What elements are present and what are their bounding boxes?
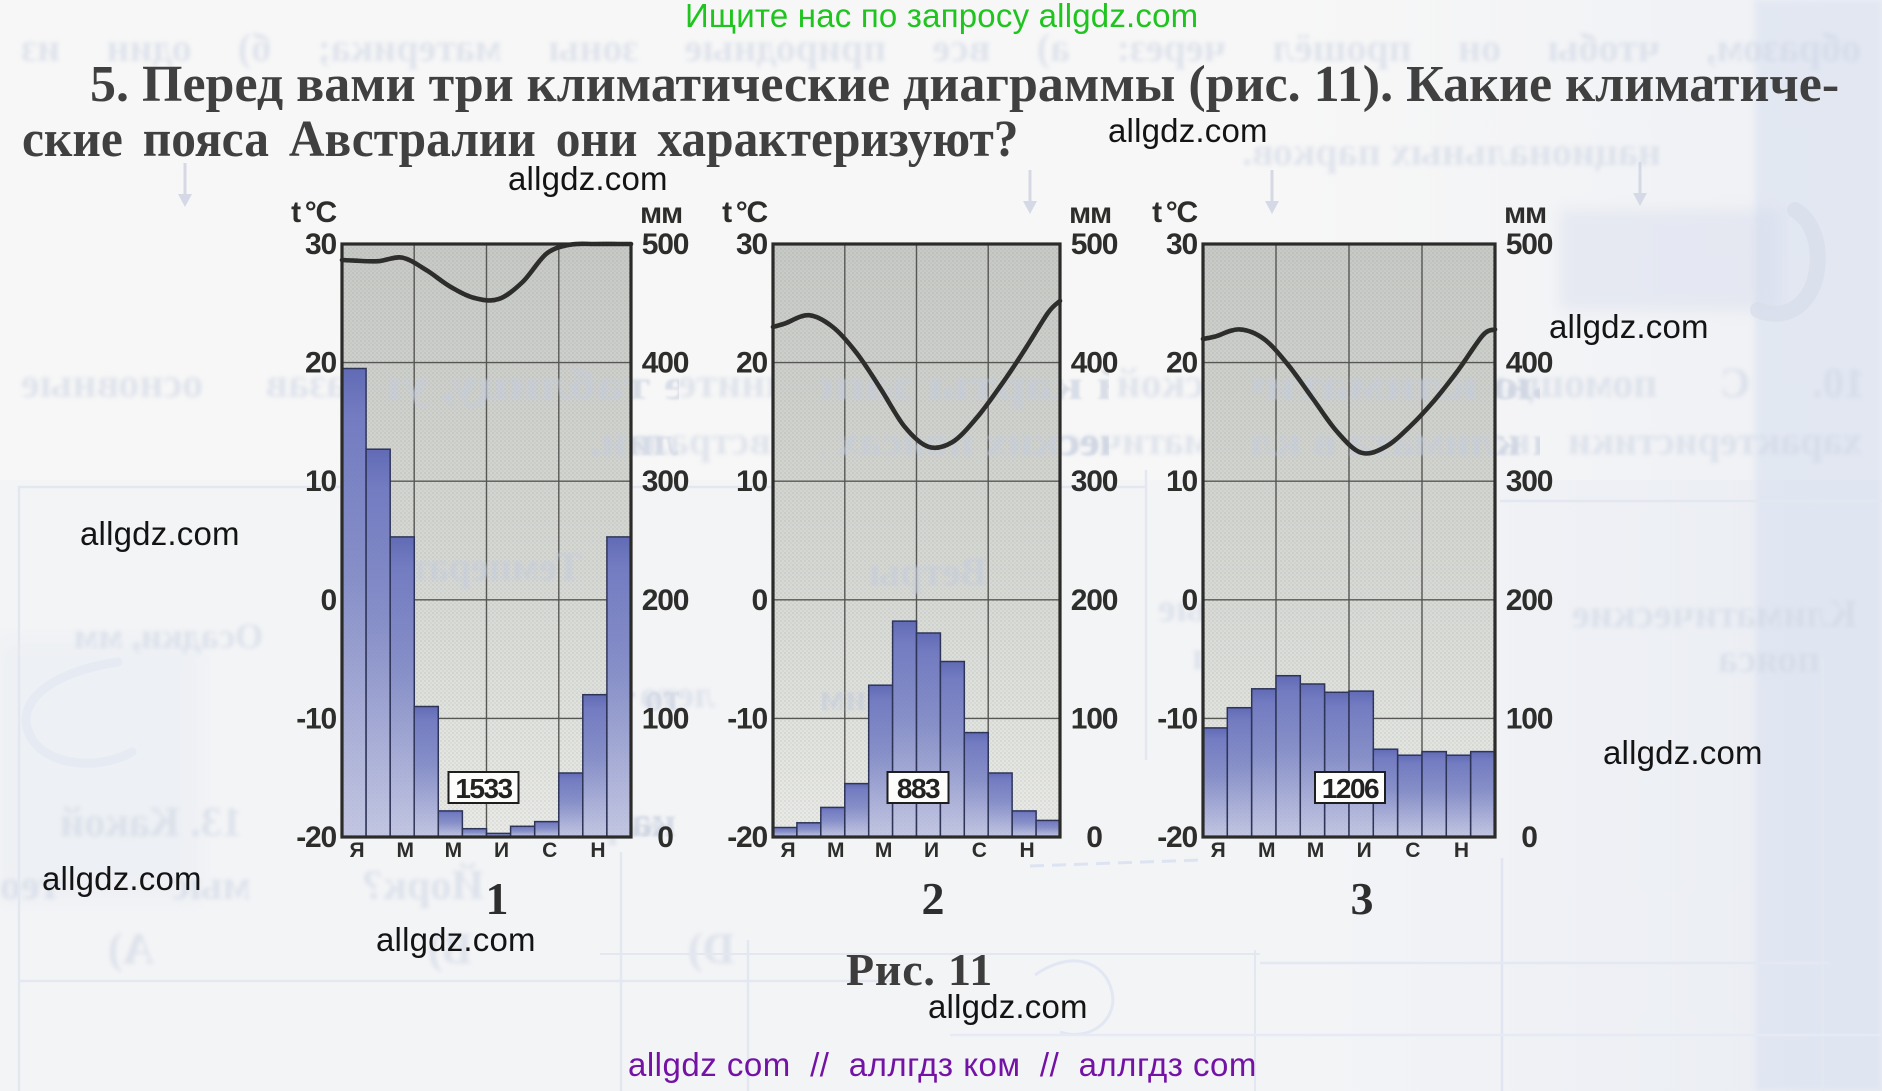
- svg-text:100: 100: [642, 702, 689, 735]
- svg-text:1206: 1206: [1322, 773, 1379, 804]
- svg-text:0: 0: [1521, 821, 1537, 854]
- svg-text:Н: Н: [1454, 839, 1469, 862]
- svg-text:300: 300: [1506, 465, 1553, 498]
- svg-text:10: 10: [1166, 465, 1197, 498]
- svg-text:Н: Н: [590, 839, 605, 862]
- svg-text:200: 200: [1071, 584, 1118, 617]
- svg-text:30: 30: [1166, 228, 1197, 261]
- svg-text:С: С: [972, 839, 987, 862]
- svg-text:0: 0: [321, 584, 337, 617]
- svg-text:М: М: [1307, 839, 1325, 862]
- svg-text:200: 200: [1506, 584, 1553, 617]
- svg-text:Я: Я: [1211, 839, 1226, 862]
- svg-text:3: 3: [1351, 873, 1374, 924]
- svg-text:20: 20: [305, 347, 336, 380]
- svg-text:400: 400: [1071, 347, 1118, 380]
- svg-text:И: И: [494, 839, 509, 862]
- svg-text:300: 300: [1071, 465, 1118, 498]
- svg-text:t °C: t °C: [722, 196, 767, 229]
- svg-text:мм: мм: [640, 197, 682, 230]
- svg-text:0: 0: [1182, 584, 1198, 617]
- svg-text:С: С: [542, 839, 557, 862]
- svg-text:мм: мм: [1069, 197, 1111, 230]
- svg-text:0: 0: [752, 584, 768, 617]
- svg-text:М: М: [1258, 839, 1276, 862]
- svg-text:-20: -20: [1157, 821, 1197, 854]
- svg-text:500: 500: [1071, 228, 1118, 261]
- svg-text:20: 20: [1166, 347, 1197, 380]
- svg-text:t °C: t °C: [291, 196, 336, 229]
- svg-text:t °C: t °C: [1152, 196, 1197, 229]
- svg-text:10: 10: [305, 465, 336, 498]
- svg-text:0: 0: [657, 821, 673, 854]
- svg-text:С: С: [1405, 839, 1420, 862]
- svg-text:500: 500: [1506, 228, 1553, 261]
- svg-text:30: 30: [305, 228, 336, 261]
- svg-text:мм: мм: [1504, 197, 1546, 230]
- svg-text:Я: Я: [780, 839, 795, 862]
- svg-text:И: И: [924, 839, 939, 862]
- svg-text:100: 100: [1506, 702, 1553, 735]
- svg-text:М: М: [396, 839, 414, 862]
- svg-text:500: 500: [642, 228, 689, 261]
- svg-text:-10: -10: [296, 702, 336, 735]
- svg-text:М: М: [827, 839, 845, 862]
- svg-text:400: 400: [642, 347, 689, 380]
- svg-text:400: 400: [1506, 347, 1553, 380]
- svg-text:1533: 1533: [455, 773, 512, 804]
- svg-text:Я: Я: [349, 839, 364, 862]
- svg-text:М: М: [875, 839, 893, 862]
- svg-text:-10: -10: [1157, 702, 1197, 735]
- svg-text:0: 0: [1086, 821, 1102, 854]
- svg-text:300: 300: [642, 465, 689, 498]
- svg-text:М: М: [445, 839, 463, 862]
- svg-text:1: 1: [486, 873, 509, 924]
- svg-text:2: 2: [922, 873, 945, 924]
- svg-text:-10: -10: [727, 702, 767, 735]
- svg-text:883: 883: [897, 773, 940, 804]
- svg-text:-20: -20: [296, 821, 336, 854]
- svg-text:-20: -20: [727, 821, 767, 854]
- svg-text:200: 200: [642, 584, 689, 617]
- svg-text:Н: Н: [1020, 839, 1035, 862]
- svg-text:10: 10: [736, 465, 767, 498]
- svg-text:20: 20: [736, 347, 767, 380]
- svg-text:30: 30: [736, 228, 767, 261]
- svg-text:И: И: [1357, 839, 1372, 862]
- svg-text:100: 100: [1071, 702, 1118, 735]
